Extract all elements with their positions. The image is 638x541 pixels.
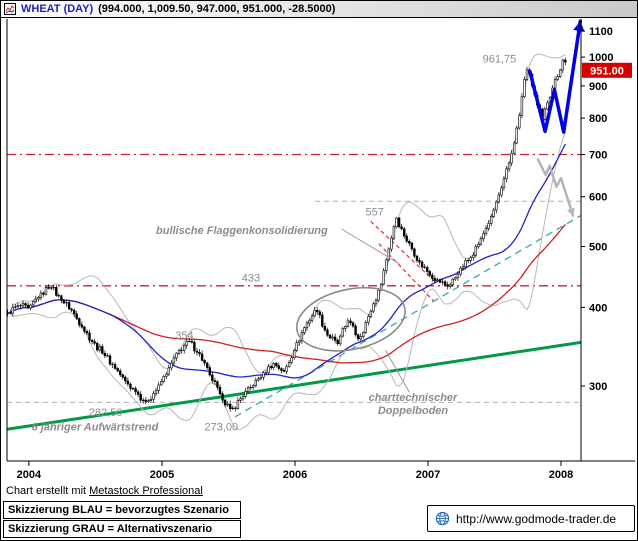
svg-text:557: 557 — [366, 207, 384, 219]
credit-software-name: Metastock Professional — [89, 485, 203, 497]
svg-text:600: 600 — [589, 192, 607, 204]
svg-text:800: 800 — [589, 113, 607, 125]
symbol-title: WHEAT (DAY) — [21, 3, 94, 15]
legend-gray-scenario: Skizzierung GRAU = Alternativszenario — [3, 520, 241, 538]
svg-text:282,50: 282,50 — [89, 407, 123, 419]
svg-text:300: 300 — [589, 381, 607, 393]
svg-text:400: 400 — [589, 302, 607, 314]
credit-prefix: Chart erstellt mit — [6, 485, 90, 497]
svg-text:961,75: 961,75 — [483, 54, 517, 66]
globe-icon — [435, 511, 450, 526]
price-chart[interactable]: 961,75 557 433 354 282,50 273,00 6 jähriger Au… — [1, 18, 638, 482]
chart-window-icon[interactable] — [4, 3, 16, 15]
svg-text:354: 354 — [175, 330, 193, 342]
svg-text:2006: 2006 — [283, 469, 307, 481]
svg-text:2008: 2008 — [549, 469, 573, 481]
svg-text:2007: 2007 — [416, 469, 440, 481]
svg-text:1100: 1100 — [589, 26, 613, 38]
svg-text:700: 700 — [589, 150, 607, 162]
svg-text:6 jähriger Aufwärtstrend: 6 jähriger Aufwärtstrend — [32, 421, 159, 433]
svg-text:900: 900 — [589, 81, 607, 93]
svg-text:1000: 1000 — [589, 52, 613, 64]
svg-text:2004: 2004 — [17, 469, 42, 481]
ohlc-values: (994.000, 1,009.50, 947.000, 951.000, -2… — [98, 3, 336, 15]
svg-text:433: 433 — [242, 272, 260, 284]
legend-blue-scenario: Skizzierung BLAU = bevorzugtes Szenario — [3, 501, 241, 519]
svg-text:951.00: 951.00 — [590, 65, 624, 77]
svg-text:500: 500 — [589, 242, 607, 254]
title-bar: WHEAT (DAY) (994.000, 1,009.50, 947.000,… — [1, 1, 637, 18]
svg-text:273,00: 273,00 — [205, 421, 239, 433]
svg-text:bullische Flaggenkonsolidierun: bullische Flaggenkonsolidierung — [156, 225, 328, 237]
chart-credit: Chart erstellt mit Metastock Professiona… — [6, 485, 203, 497]
svg-text:2005: 2005 — [150, 469, 174, 481]
website-link[interactable]: http://www.godmode-trader.de — [427, 505, 635, 532]
legend-gray-label: Skizzierung GRAU = Alternativszenario — [8, 523, 213, 535]
website-url: http://www.godmode-trader.de — [456, 511, 617, 526]
legend-blue-label: Skizzierung BLAU = bevorzugtes Szenario — [8, 504, 229, 516]
